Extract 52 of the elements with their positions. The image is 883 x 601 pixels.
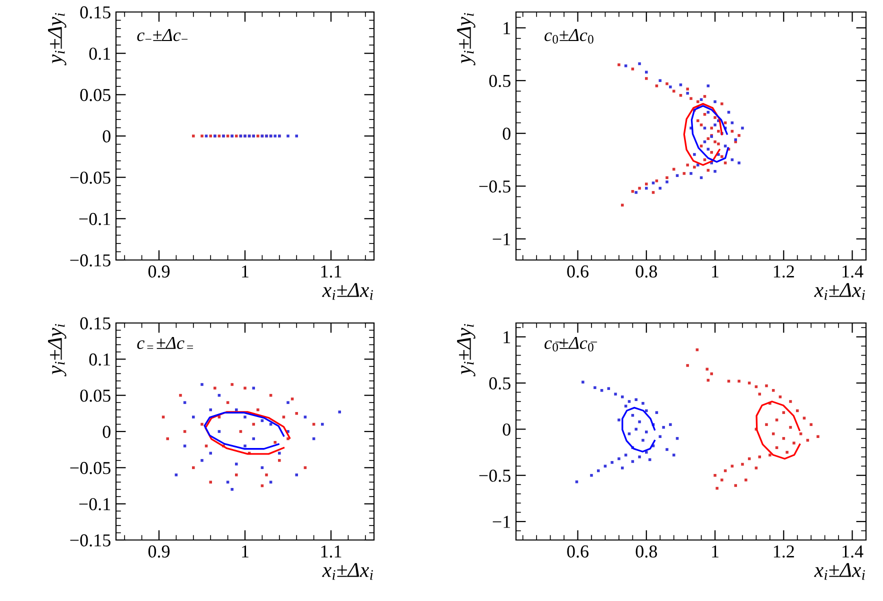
annotation: c$_{−}$±Δc$_{−}$ <box>137 29 188 42</box>
x-axis-title: x$_{i}$±Δx$_{i}$ <box>814 283 865 300</box>
y-tick-label: 0.5 <box>489 74 510 88</box>
x-tick-label: 1.4 <box>842 545 864 558</box>
x-tick-label: 0.9 <box>148 265 170 278</box>
x-tick-label: 0.6 <box>567 545 589 558</box>
x-axis-title: x$_{i}$±Δx$_{i}$ <box>322 283 373 300</box>
y-tick-label: 0.5 <box>489 377 510 390</box>
x-tick-label: 1.1 <box>321 265 342 278</box>
x-tick-label: 1.2 <box>774 265 794 278</box>
y-tick-label: −0.1 <box>79 212 110 226</box>
x-tick-label: 1 <box>712 545 718 558</box>
y-tick-label: −0.15 <box>70 534 110 547</box>
x-axis-title: x$_{i}$±Δx$_{i}$ <box>322 563 373 580</box>
x-tick-label: 1 <box>242 265 248 278</box>
x-tick-label: 1 <box>242 545 248 558</box>
x-tick-label: 1.2 <box>774 545 794 558</box>
y-tick-label: −0.05 <box>70 172 110 184</box>
annotation: c$_{=}$±Δc$_{=}$ <box>137 336 193 350</box>
y-tick-label: 0.15 <box>80 6 110 19</box>
y-tick-label: −1 <box>492 233 510 246</box>
y-tick-label: 0 <box>502 423 510 436</box>
y-axis-title: y$_{i}$±Δy$_{i}$ <box>48 13 66 66</box>
y-tick-label: 0.1 <box>89 48 110 60</box>
annotation: c$_{0̅}$±Δc$_{0̅}$ <box>544 336 598 352</box>
y-axis-title: y$_{i}$±Δy$_{i}$ <box>457 324 476 376</box>
y-tick-label: 0 <box>502 128 510 140</box>
y-tick-label: −0.5 <box>479 180 510 193</box>
x-tick-label: 0.6 <box>567 265 589 278</box>
annotation: c$_{0}$±Δc$_{0}$ <box>544 29 594 44</box>
y-tick-label: −0.5 <box>479 470 510 482</box>
y-tick-label: 0.1 <box>89 353 110 366</box>
x-tick-label: 0.8 <box>636 265 657 278</box>
y-tick-label: −1 <box>492 516 510 528</box>
y-tick-label: −0.05 <box>70 462 110 474</box>
y-tick-label: 0.15 <box>80 317 110 330</box>
x-tick-label: 1.4 <box>842 265 864 278</box>
y-axis-title: y$_{i}$±Δy$_{i}$ <box>48 324 66 376</box>
y-tick-label: 1 <box>504 331 510 344</box>
y-tick-label: 0.05 <box>80 390 110 402</box>
x-tick-label: 1 <box>712 265 718 278</box>
y-tick-label: 0 <box>102 130 110 142</box>
y-tick-label: 0 <box>102 426 110 438</box>
y-tick-label: 1 <box>504 22 510 34</box>
y-tick-label: −0.15 <box>70 254 110 267</box>
x-axis-title: x$_{i}$±Δx$_{i}$ <box>814 563 865 580</box>
y-tick-label: −0.1 <box>79 498 110 510</box>
y-tick-label: 0.05 <box>80 88 110 102</box>
x-tick-label: 0.9 <box>148 545 170 558</box>
x-tick-label: 0.8 <box>636 545 657 558</box>
y-axis-title: y$_{i}$±Δy$_{i}$ <box>457 13 476 66</box>
x-tick-label: 1.1 <box>321 545 342 558</box>
